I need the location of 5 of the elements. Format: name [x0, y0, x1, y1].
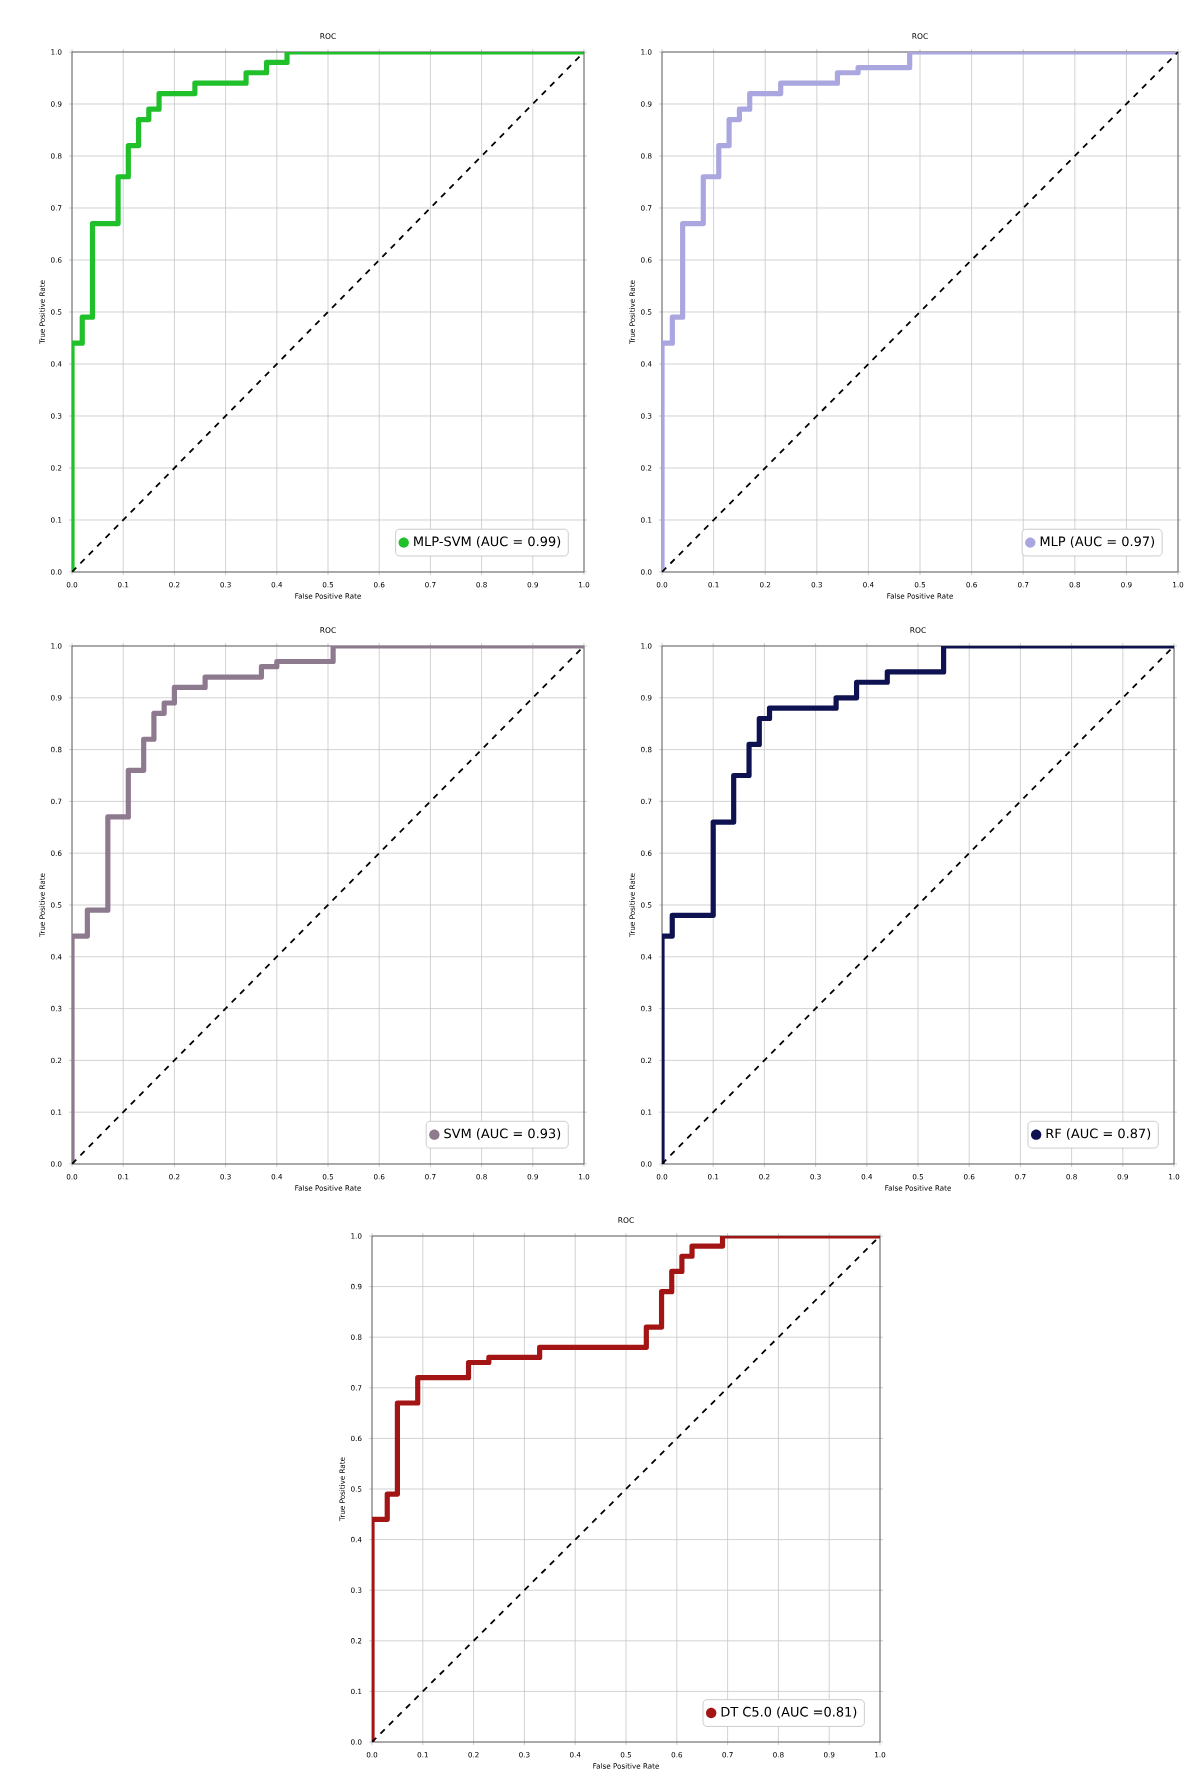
line-series: [662, 51, 1179, 572]
line-series: [662, 645, 1175, 1164]
line-series: [72, 51, 585, 572]
line-series: [372, 1236, 881, 1742]
line-series: [72, 645, 585, 1164]
